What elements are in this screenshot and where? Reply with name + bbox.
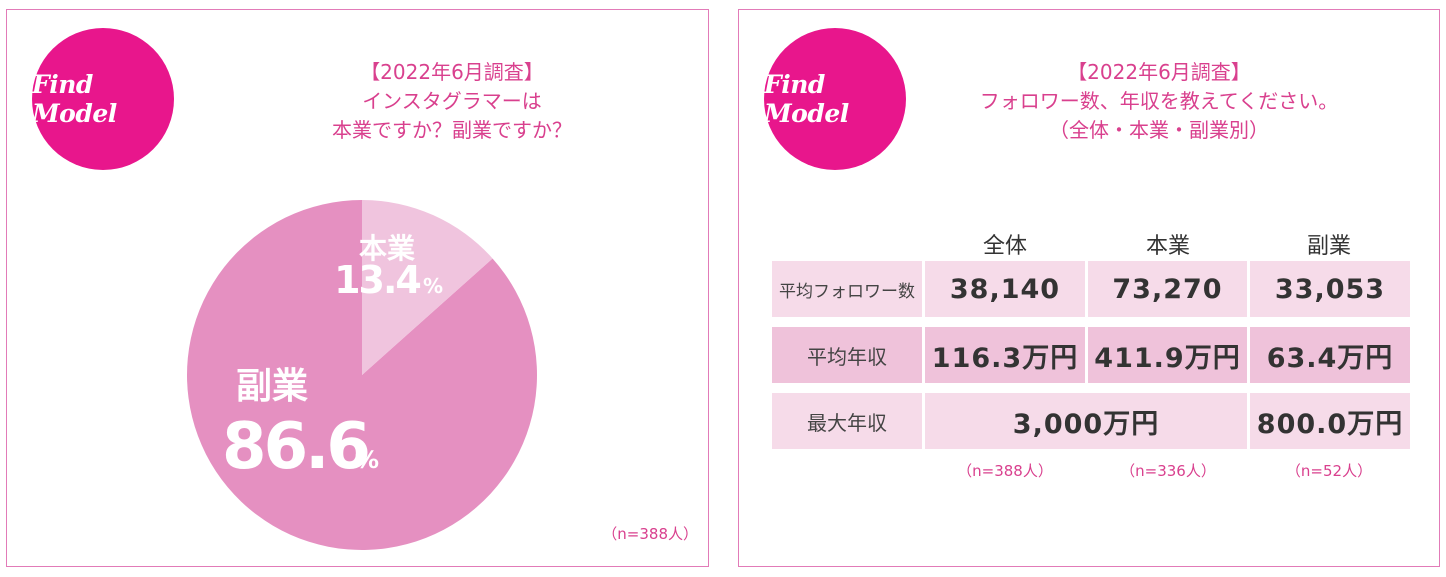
find-model-logo-right: Find Model xyxy=(764,28,906,170)
pie-unit-hongyo: % xyxy=(423,274,443,298)
left-title-line-2: インスタグラマーは xyxy=(362,89,542,113)
pie-slice-fukugyo xyxy=(187,200,538,550)
pie-value-hongyo: 13.4 xyxy=(334,258,420,302)
left-sample-size-note: （n=388人） xyxy=(602,525,698,543)
col-header-zentai: 全体 xyxy=(982,234,1027,259)
n-note-fukugyo: （n=52人） xyxy=(1285,462,1373,480)
row-label-max-income: 最大年収 xyxy=(772,393,922,449)
n-note-zentai: （n=388人） xyxy=(957,462,1053,480)
col-header-fukugyo: 副業 xyxy=(1306,234,1351,259)
pie-value-fukugyo: 86.6 xyxy=(222,410,368,484)
left-title-line-3: 本業ですか？副業ですか？ xyxy=(332,118,572,142)
pie-slice-hongyo xyxy=(362,200,493,375)
row-label-avg-income: 平均年収 xyxy=(772,327,922,383)
row-label-avg-followers: 平均フォロワー数 xyxy=(772,261,922,317)
cell-avg-income-zentai: 116.3万円 xyxy=(925,327,1085,383)
cell-avg-followers-hongyo: 73,270 xyxy=(1088,261,1247,317)
n-note-hongyo: （n=336人） xyxy=(1120,462,1216,480)
pie-label-fukugyo: 副業 xyxy=(236,366,308,407)
cell-avg-income-hongyo: 411.9万円 xyxy=(1088,327,1247,383)
cell-avg-followers-zentai: 38,140 xyxy=(925,261,1085,317)
left-panel: Find Model 【2022年6月調査】 インスタグラマーは 本業ですか？副… xyxy=(6,9,709,567)
pie-value-hongyo-group: 13.4 % xyxy=(334,258,443,302)
col-header-hongyo: 本業 xyxy=(1145,234,1190,259)
cell-max-income-merged: 3,000万円 xyxy=(925,393,1247,449)
right-title-line-2: フォロワー数、年収を教えてください。 xyxy=(979,89,1339,113)
right-title-line-3: （全体・本業・副業別） xyxy=(1049,118,1269,142)
right-panel: Find Model 【2022年6月調査】 フォロワー数、年収を教えてください… xyxy=(738,9,1440,567)
right-title-line-1: 【2022年6月調査】 xyxy=(1067,60,1251,84)
find-model-logo: Find Model xyxy=(32,28,174,170)
cell-avg-income-fukugyo: 63.4万円 xyxy=(1250,327,1410,383)
pie-chart: 本業 13.4 % 副業 86.6 % xyxy=(187,200,538,550)
left-title-line-1: 【2022年6月調査】 xyxy=(360,60,544,84)
cell-max-income-fukugyo: 800.0万円 xyxy=(1250,393,1410,449)
cell-avg-followers-fukugyo: 33,053 xyxy=(1250,261,1410,317)
pie-label-hongyo: 本業 xyxy=(359,232,415,265)
pie-unit-fukugyo: % xyxy=(355,446,379,474)
left-title: 【2022年6月調査】 インスタグラマーは 本業ですか？副業ですか？ xyxy=(227,58,677,145)
right-title: 【2022年6月調査】 フォロワー数、年収を教えてください。 （全体・本業・副業… xyxy=(909,58,1409,145)
